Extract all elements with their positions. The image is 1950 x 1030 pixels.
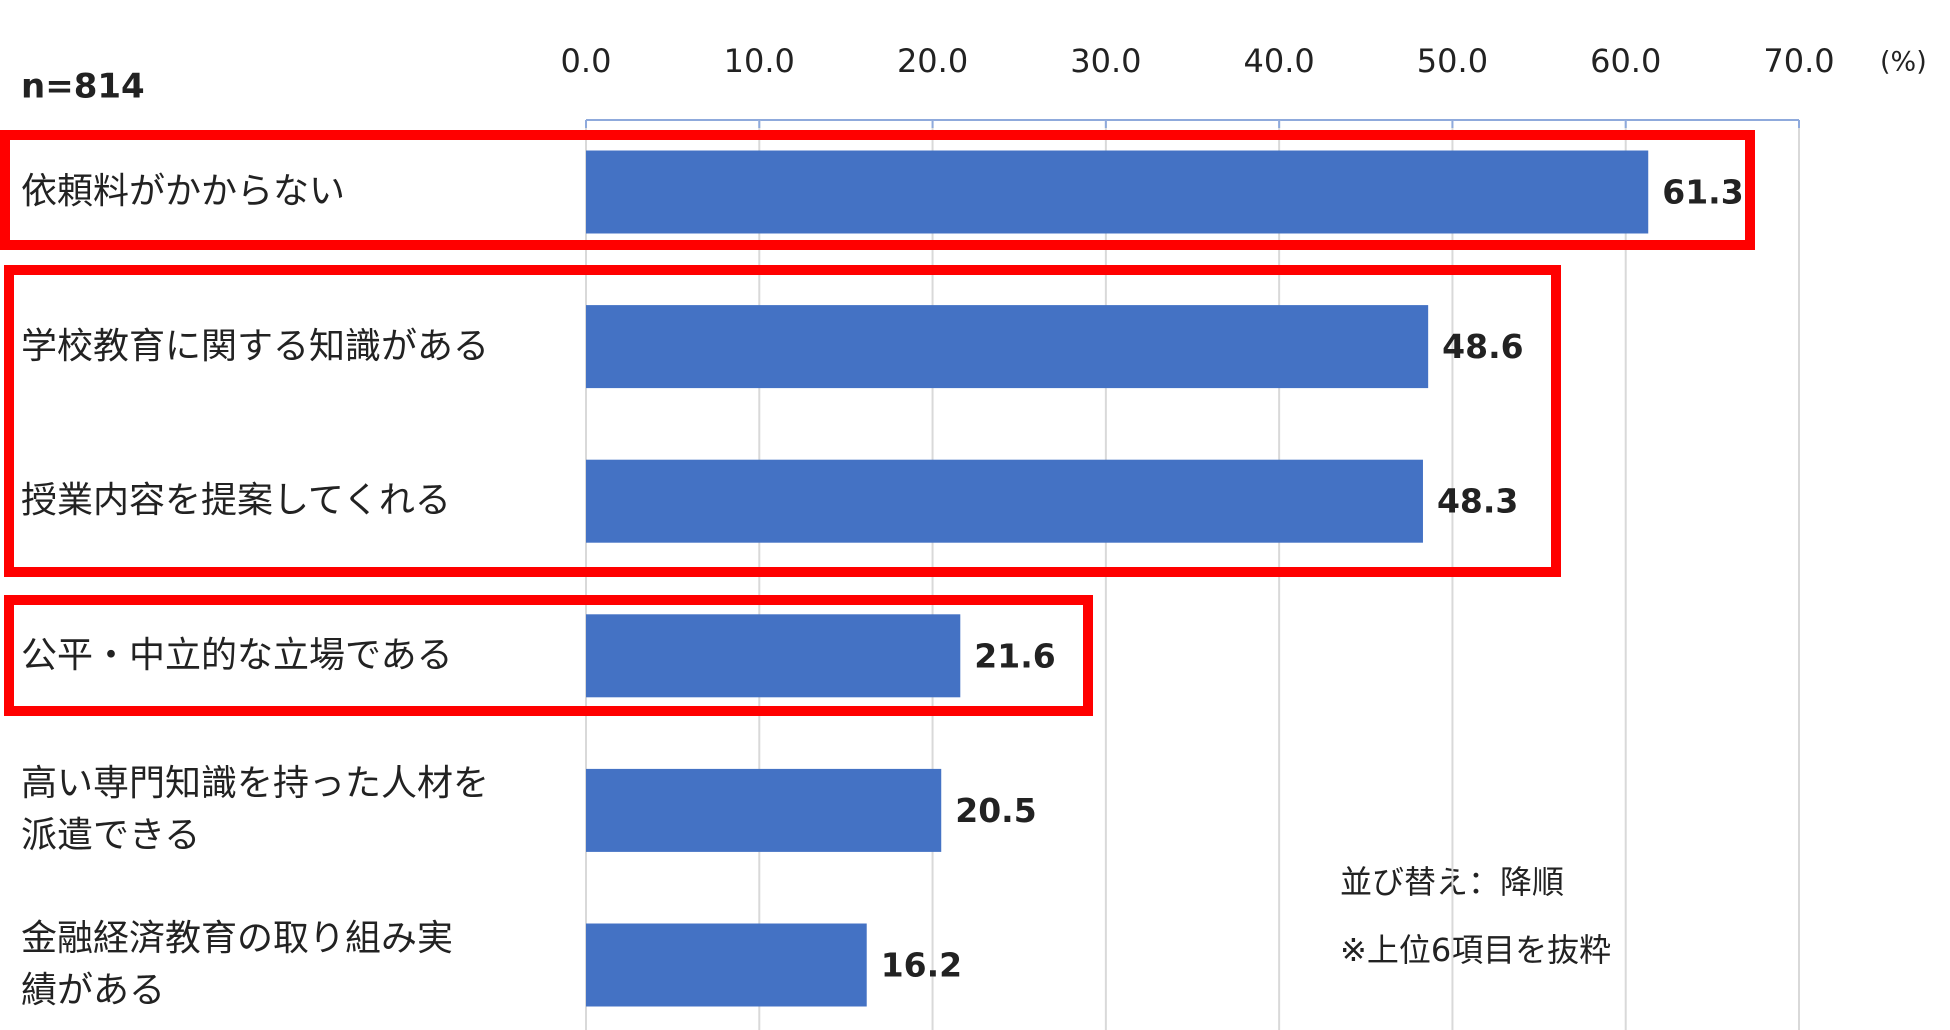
category-label: 学校教育に関する知識がある — [21, 325, 490, 367]
bar — [586, 768, 942, 852]
highlight-box — [0, 130, 1755, 250]
x-tick-label: 10.0 — [724, 42, 795, 80]
x-tick-label: 20.0 — [897, 42, 968, 80]
value-label: 21.6 — [974, 636, 1055, 675]
highlight-box — [4, 595, 1093, 716]
x-tick-label: 70.0 — [1763, 42, 1834, 80]
category-label: 高い専門知識を持った人材を 派遣できる — [21, 763, 490, 857]
bar — [586, 150, 1649, 234]
x-tick-label: 60.0 — [1590, 42, 1661, 80]
category-label: 授業内容を提案してくれる — [21, 480, 451, 522]
x-tick-label: 30.0 — [1070, 42, 1141, 80]
bar — [586, 923, 867, 1007]
unit-label: (%) — [1880, 47, 1927, 78]
note: ※上位6項目を抜粋 — [1340, 931, 1611, 969]
category-label: 金融経済教育の取り組み実 績がある — [21, 917, 454, 1011]
value-label: 20.5 — [955, 791, 1036, 830]
bar — [586, 614, 961, 698]
sample-size: n=814 — [21, 67, 145, 107]
category-label: 依頼料がかからない — [21, 170, 346, 212]
bar — [586, 305, 1429, 389]
value-label: 61.3 — [1662, 173, 1743, 212]
value-label: 16.2 — [881, 946, 962, 985]
highlight-box — [4, 265, 1561, 577]
bar — [586, 459, 1423, 543]
x-tick-label: 50.0 — [1417, 42, 1488, 80]
value-label: 48.6 — [1442, 327, 1523, 366]
x-tick-label: 0.0 — [561, 42, 612, 80]
x-tick-label: 40.0 — [1244, 42, 1315, 80]
category-label: 公平・中立的な立場である — [21, 634, 453, 676]
value-label: 48.3 — [1437, 482, 1518, 521]
